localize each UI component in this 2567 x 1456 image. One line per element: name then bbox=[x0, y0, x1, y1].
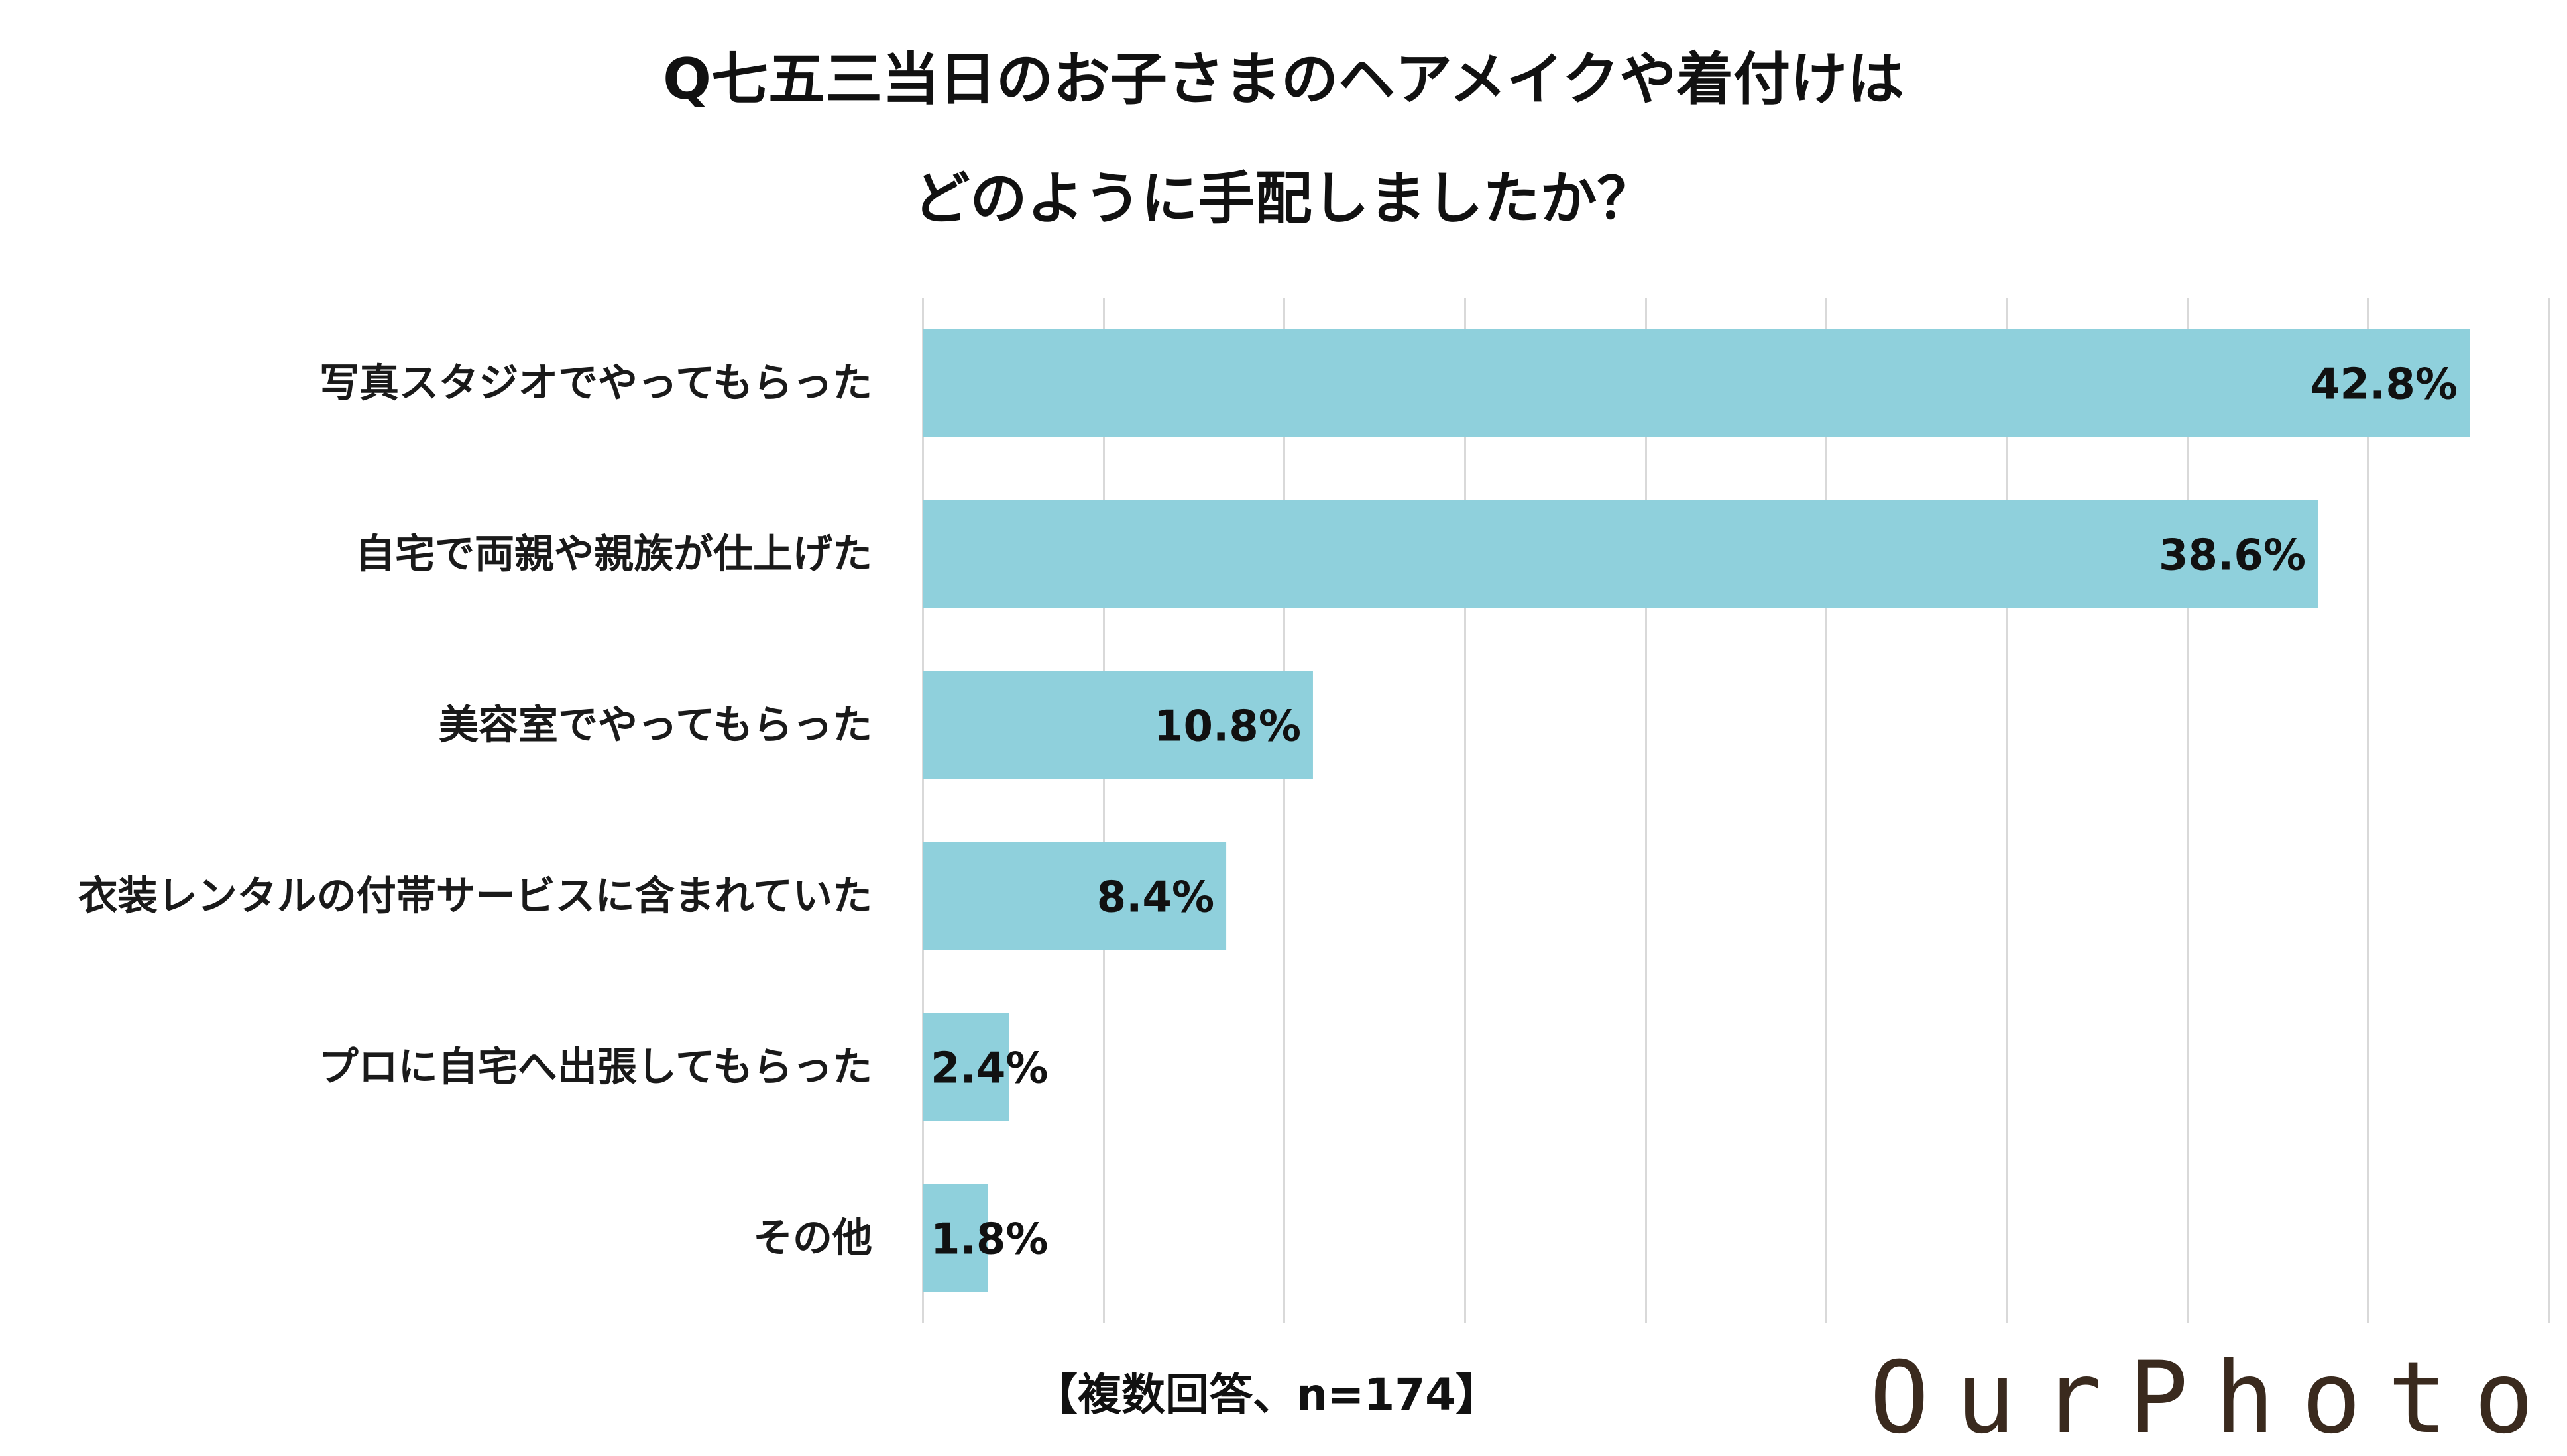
category-label: 衣装レンタルの付帯サービスに含まれていた bbox=[78, 873, 872, 920]
category-label: プロに自宅へ出張してもらった bbox=[319, 1044, 872, 1091]
category-label: 写真スタジオでやってもらった bbox=[319, 361, 872, 407]
category-labels: 写真スタジオでやってもらった自宅で両親や親族が仕上げた美容室でやってもらった衣装… bbox=[78, 361, 872, 1262]
value-label: 8.4% bbox=[1097, 873, 1215, 923]
category-label: その他 bbox=[753, 1215, 872, 1262]
ourphoto-logo: OurPhoto bbox=[1869, 1341, 2560, 1456]
bar bbox=[923, 842, 1227, 950]
bar bbox=[923, 671, 1313, 779]
value-label: 10.8% bbox=[1154, 702, 1301, 752]
value-label: 38.6% bbox=[2159, 532, 2306, 581]
chart-title-line-1: Q七五三当日のお子さまのヘアメイクや着付けは bbox=[662, 46, 1905, 113]
bar bbox=[923, 329, 2470, 437]
value-label: 2.4% bbox=[931, 1044, 1049, 1093]
gridlines bbox=[922, 298, 2550, 1323]
category-label: 美容室でやってもらった bbox=[439, 702, 872, 749]
bar bbox=[923, 500, 2318, 608]
bar bbox=[923, 1184, 988, 1292]
value-labels: 42.8% 38.6% 10.8% 8.4% 2.4% 1.8% bbox=[931, 361, 2458, 1264]
value-label: 1.8% bbox=[931, 1215, 1049, 1264]
sample-note: 【複数回答、n=174】 bbox=[1034, 1369, 1500, 1420]
chart-title-line-2: どのように手配しましたか？ bbox=[913, 166, 1654, 232]
category-label: 自宅で両親や親族が仕上げた bbox=[355, 532, 872, 578]
bar bbox=[923, 1013, 1009, 1121]
bars bbox=[923, 329, 2470, 1292]
value-label: 42.8% bbox=[2310, 361, 2458, 410]
